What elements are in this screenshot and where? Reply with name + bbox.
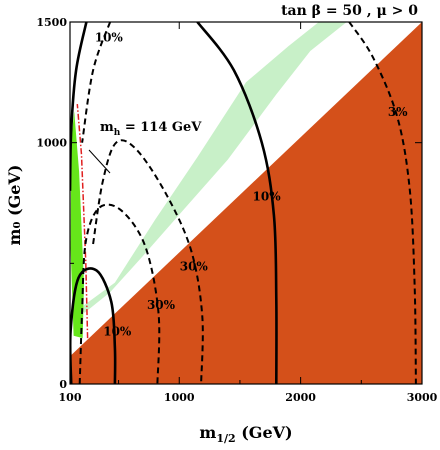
x-tick-label: 1000 bbox=[164, 391, 195, 404]
mh-114-line bbox=[76, 104, 89, 339]
mh-label-sub: h bbox=[114, 128, 121, 138]
plot-frame bbox=[69, 21, 423, 385]
x-tick-label: 3000 bbox=[407, 391, 438, 404]
contour-label-7: 3% bbox=[388, 105, 408, 119]
x-tick-label: 2000 bbox=[285, 391, 316, 404]
x-axis-label-main: m bbox=[199, 423, 216, 442]
mh-label: mh = 114 GeV bbox=[100, 120, 202, 138]
x-tick-label: 100 bbox=[59, 391, 82, 404]
x-axis-label-sub: 1/2 bbox=[216, 432, 235, 445]
x-axis-label-unit: (GeV) bbox=[236, 423, 293, 442]
contour-label-5: 30% bbox=[147, 298, 176, 312]
y-tick-label: 1500 bbox=[36, 16, 67, 29]
x-axis-label: m1/2 (GeV) bbox=[199, 423, 292, 445]
y-axis-label: m₀ (GeV) bbox=[5, 165, 24, 246]
cosmology-band bbox=[78, 22, 347, 313]
contour-label-3: 10% bbox=[253, 190, 282, 204]
excluded-region bbox=[70, 22, 422, 384]
mh-label-arrow bbox=[88, 149, 111, 174]
y-tick-label: 0 bbox=[59, 378, 67, 391]
g2-band bbox=[70, 111, 84, 339]
contour-label-4: 30% bbox=[180, 260, 209, 274]
regions-layer bbox=[70, 22, 422, 384]
contour-labels: 10% 10% 10% 30% 30% 3% bbox=[95, 30, 408, 338]
contour-dashed-5 bbox=[78, 203, 161, 384]
chart-title: tan β = 50 , μ > 0 bbox=[281, 3, 418, 19]
contour-solid-3 bbox=[196, 22, 278, 384]
contour-dashed-7 bbox=[348, 22, 417, 384]
ticks-layer: 100 1000 2000 3000 0 1000 1500 bbox=[36, 16, 437, 404]
contour-dashed-4 bbox=[81, 22, 112, 143]
contour-dashed-6 bbox=[92, 139, 204, 384]
y-tick-label: 1000 bbox=[36, 137, 67, 150]
contour-label-1: 10% bbox=[95, 30, 124, 44]
contour-label-2: 10% bbox=[103, 325, 132, 339]
mh-label-m: m bbox=[100, 120, 114, 135]
mh-label-value: = 114 GeV bbox=[120, 120, 202, 135]
